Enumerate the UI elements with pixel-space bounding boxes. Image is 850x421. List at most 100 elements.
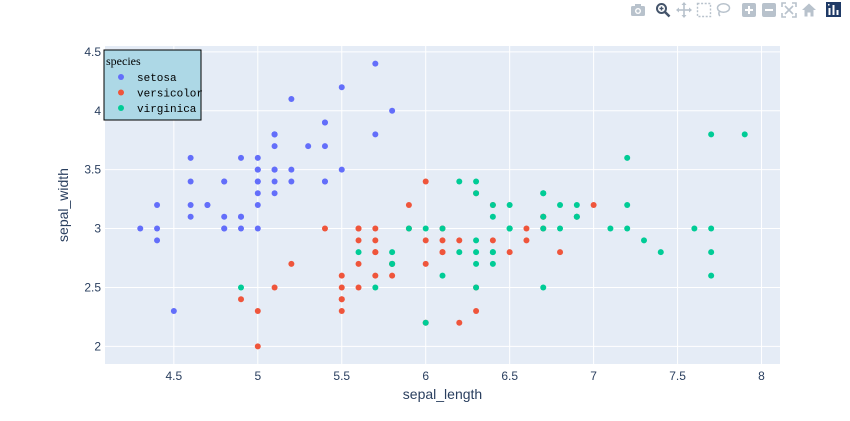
data-point-virginica[interactable]: [489, 260, 496, 267]
data-point-setosa[interactable]: [271, 166, 278, 173]
data-point-setosa[interactable]: [254, 225, 261, 232]
data-point-setosa[interactable]: [372, 60, 379, 67]
data-point-setosa[interactable]: [271, 178, 278, 185]
data-point-setosa[interactable]: [372, 131, 379, 138]
data-point-virginica[interactable]: [540, 190, 547, 197]
data-point-virginica[interactable]: [422, 319, 429, 326]
data-point-setosa[interactable]: [137, 225, 144, 232]
data-point-virginica[interactable]: [422, 225, 429, 232]
data-point-virginica[interactable]: [624, 225, 631, 232]
data-point-versicolor[interactable]: [523, 237, 530, 244]
data-point-setosa[interactable]: [187, 202, 194, 208]
data-point-virginica[interactable]: [506, 202, 513, 208]
data-point-setosa[interactable]: [154, 237, 161, 244]
data-point-versicolor[interactable]: [288, 260, 295, 267]
zoom-icon[interactable]: [655, 2, 671, 18]
data-point-setosa[interactable]: [170, 308, 177, 314]
data-point-virginica[interactable]: [573, 213, 580, 220]
data-point-setosa[interactable]: [271, 190, 278, 197]
data-point-setosa[interactable]: [321, 119, 328, 126]
data-point-setosa[interactable]: [321, 143, 328, 150]
data-point-setosa[interactable]: [187, 213, 194, 220]
data-point-virginica[interactable]: [557, 202, 564, 208]
data-point-virginica[interactable]: [372, 284, 379, 291]
data-point-versicolor[interactable]: [271, 284, 278, 291]
data-point-virginica[interactable]: [238, 284, 245, 291]
data-point-versicolor[interactable]: [456, 319, 463, 326]
data-point-versicolor[interactable]: [238, 296, 245, 303]
data-point-versicolor[interactable]: [439, 237, 446, 244]
data-point-versicolor[interactable]: [422, 237, 429, 244]
data-point-virginica[interactable]: [540, 213, 547, 220]
data-point-setosa[interactable]: [154, 225, 161, 232]
data-point-virginica[interactable]: [489, 249, 496, 256]
data-point-virginica[interactable]: [456, 249, 463, 256]
data-point-virginica[interactable]: [540, 225, 547, 232]
data-point-virginica[interactable]: [355, 249, 362, 256]
data-point-versicolor[interactable]: [473, 308, 480, 314]
data-point-virginica[interactable]: [473, 237, 480, 244]
data-point-versicolor[interactable]: [338, 272, 345, 279]
data-point-virginica[interactable]: [456, 178, 463, 185]
data-point-versicolor[interactable]: [321, 225, 328, 232]
data-point-virginica[interactable]: [691, 225, 698, 232]
data-point-setosa[interactable]: [338, 166, 345, 173]
data-point-versicolor[interactable]: [557, 249, 564, 256]
data-point-setosa[interactable]: [254, 190, 261, 197]
data-point-setosa[interactable]: [254, 178, 261, 185]
data-point-virginica[interactable]: [489, 213, 496, 220]
data-point-virginica[interactable]: [473, 284, 480, 291]
pan-icon[interactable]: [676, 2, 692, 18]
plotly-logo-icon[interactable]: [826, 2, 841, 17]
data-point-versicolor[interactable]: [372, 249, 379, 256]
data-point-virginica[interactable]: [439, 272, 446, 279]
data-point-setosa[interactable]: [271, 131, 278, 138]
data-point-versicolor[interactable]: [254, 343, 261, 350]
data-point-setosa[interactable]: [221, 225, 228, 232]
box-select-icon[interactable]: [696, 2, 712, 18]
data-point-setosa[interactable]: [221, 178, 228, 185]
legend-item-setosa[interactable]: setosa: [118, 73, 177, 85]
data-point-setosa[interactable]: [338, 84, 345, 91]
data-point-versicolor[interactable]: [355, 225, 362, 232]
data-point-setosa[interactable]: [288, 166, 295, 173]
data-point-virginica[interactable]: [708, 272, 715, 279]
data-point-versicolor[interactable]: [355, 237, 362, 244]
data-point-versicolor[interactable]: [389, 272, 396, 279]
data-point-setosa[interactable]: [288, 96, 295, 102]
data-point-virginica[interactable]: [389, 249, 396, 256]
data-point-versicolor[interactable]: [372, 237, 379, 244]
data-point-setosa[interactable]: [254, 154, 261, 161]
data-point-versicolor[interactable]: [355, 284, 362, 291]
data-point-setosa[interactable]: [305, 143, 312, 150]
data-point-virginica[interactable]: [624, 202, 631, 208]
data-point-setosa[interactable]: [271, 143, 278, 150]
autoscale-icon[interactable]: [781, 2, 797, 18]
reset-axes-icon[interactable]: [801, 2, 817, 18]
data-point-versicolor[interactable]: [338, 308, 345, 314]
data-point-versicolor[interactable]: [456, 237, 463, 244]
data-point-versicolor[interactable]: [506, 249, 513, 256]
lasso-select-icon[interactable]: [715, 2, 731, 18]
legend[interactable]: species setosa versicolor virginica: [103, 49, 203, 121]
data-point-virginica[interactable]: [708, 131, 715, 138]
data-point-setosa[interactable]: [187, 178, 194, 185]
data-point-virginica[interactable]: [540, 284, 547, 291]
data-point-setosa[interactable]: [204, 202, 211, 208]
data-point-setosa[interactable]: [389, 107, 396, 114]
data-point-virginica[interactable]: [624, 154, 631, 161]
data-point-setosa[interactable]: [238, 154, 245, 161]
data-point-versicolor[interactable]: [590, 202, 597, 208]
data-point-versicolor[interactable]: [439, 249, 446, 256]
data-point-setosa[interactable]: [154, 202, 161, 208]
data-point-virginica[interactable]: [557, 225, 564, 232]
data-point-virginica[interactable]: [473, 190, 480, 197]
data-point-setosa[interactable]: [254, 166, 261, 173]
data-point-setosa[interactable]: [254, 202, 261, 208]
data-point-versicolor[interactable]: [372, 272, 379, 279]
data-point-versicolor[interactable]: [355, 260, 362, 267]
data-point-virginica[interactable]: [473, 249, 480, 256]
data-point-setosa[interactable]: [321, 178, 328, 185]
data-point-versicolor[interactable]: [523, 225, 530, 232]
data-point-virginica[interactable]: [741, 131, 748, 138]
